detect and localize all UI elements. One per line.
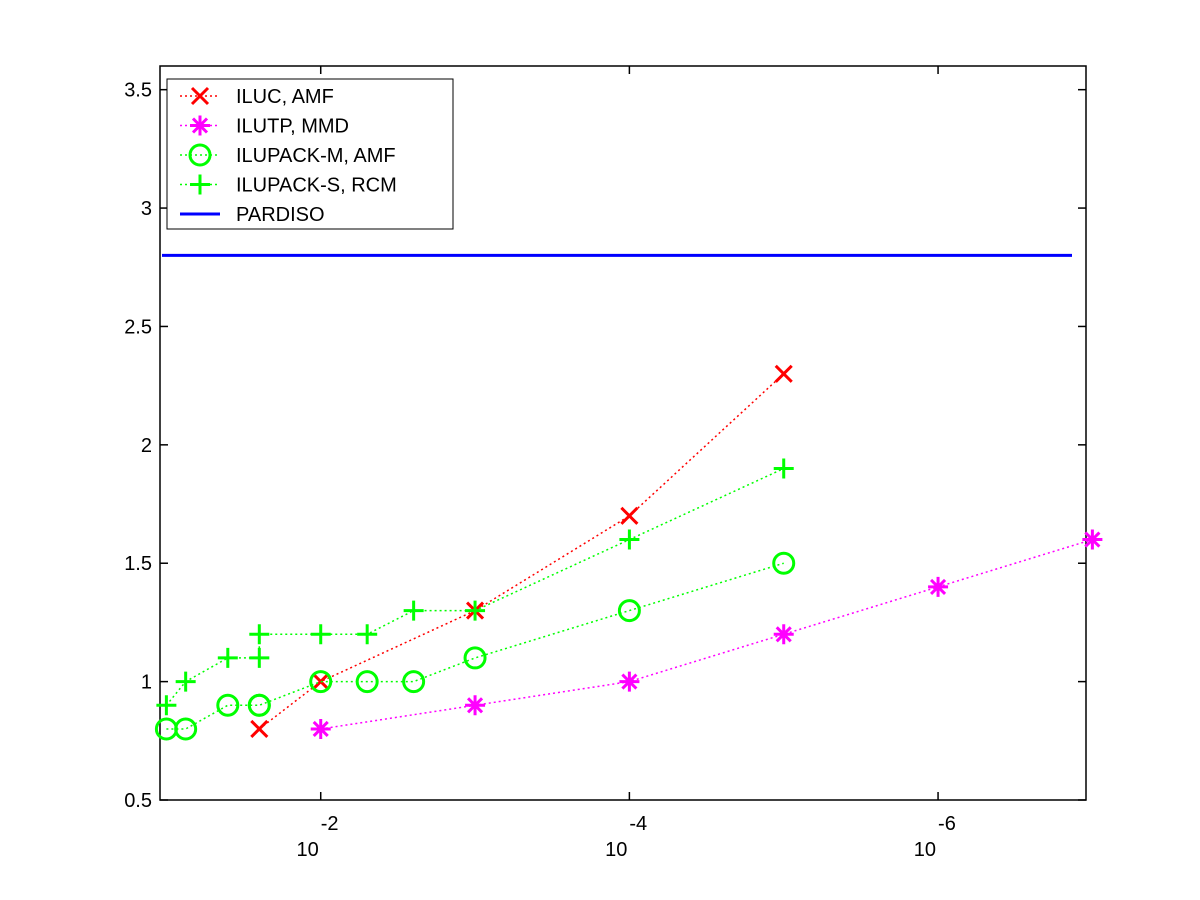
data-point — [357, 624, 378, 645]
data-point — [309, 670, 333, 694]
data-point — [402, 670, 426, 694]
legend-label: PARDISO — [236, 204, 325, 226]
legend-label: ILUTP, MMD — [236, 116, 349, 138]
x-tick-label-exponent: -2 — [321, 813, 339, 835]
legend-entry: ILUPACK-S, RCM — [180, 174, 397, 197]
series-line — [320, 538, 1093, 730]
series-layer — [154, 253, 1103, 741]
data-point — [355, 670, 379, 694]
data-point — [773, 624, 794, 645]
series-line — [258, 373, 785, 730]
data-point — [310, 624, 331, 645]
y-tick-label: 2.5 — [124, 316, 152, 338]
data-point — [617, 599, 641, 623]
data-point — [465, 695, 486, 716]
data-point — [249, 624, 270, 645]
y-tick-label: 2 — [141, 435, 152, 457]
legend: ILUC, AMF ILUTP, MMD ILUPACK-M, AMF ILUPACK… — [166, 78, 454, 230]
data-point — [463, 646, 487, 670]
legend-box — [166, 78, 454, 230]
legend-entry: ILUTP, MMD — [180, 115, 349, 138]
x-tick-label-base: 10 — [914, 839, 936, 861]
legend-entry: ILUC, AMF — [180, 86, 334, 108]
data-point — [247, 693, 271, 717]
data-point — [217, 647, 238, 668]
data-point — [928, 576, 949, 597]
data-point — [773, 458, 794, 479]
legend-label: ILUPACK-M, AMF — [236, 145, 396, 167]
legend-label: ILUPACK-S, RCM — [236, 175, 397, 197]
axis-ticks: 0.511.522.533.510-210-410-6 — [124, 66, 1086, 861]
series-ilupack-s-rcm — [156, 458, 794, 716]
data-point — [249, 647, 270, 668]
x-tick-label-exponent: -4 — [629, 813, 647, 835]
data-point — [465, 600, 486, 621]
x-tick-label-exponent: -6 — [938, 813, 956, 835]
data-point — [175, 671, 196, 692]
legend-entry: ILUPACK-M, AMF — [180, 143, 396, 167]
data-point — [174, 717, 198, 741]
y-tick-label: 1.5 — [124, 553, 152, 575]
y-tick-label: 1 — [141, 672, 152, 694]
series-ilupack-m-amf — [154, 551, 796, 741]
x-tick-label-base: 10 — [605, 839, 627, 861]
data-point — [774, 364, 793, 383]
legend-marker — [190, 174, 210, 195]
y-tick-label: 0.5 — [124, 790, 152, 812]
legend-label: ILUC, AMF — [236, 86, 334, 108]
legend-entry: PARDISO — [180, 204, 325, 226]
data-point — [250, 719, 269, 739]
data-point — [310, 718, 331, 739]
data-point — [620, 506, 639, 525]
data-point — [619, 529, 640, 550]
data-point — [772, 551, 796, 575]
legend-marker — [190, 115, 210, 136]
data-point — [619, 671, 640, 692]
legend-marker — [188, 143, 212, 167]
data-point — [156, 695, 177, 716]
x-tick-label-base: 10 — [296, 839, 318, 861]
series-ilutp-mmd — [310, 529, 1103, 739]
data-point — [403, 600, 424, 621]
y-tick-label: 3.5 — [124, 80, 152, 102]
y-tick-label: 3 — [141, 198, 152, 220]
data-point — [311, 672, 330, 691]
legend-marker — [190, 86, 210, 106]
data-point — [216, 693, 240, 717]
data-point — [1082, 529, 1103, 550]
